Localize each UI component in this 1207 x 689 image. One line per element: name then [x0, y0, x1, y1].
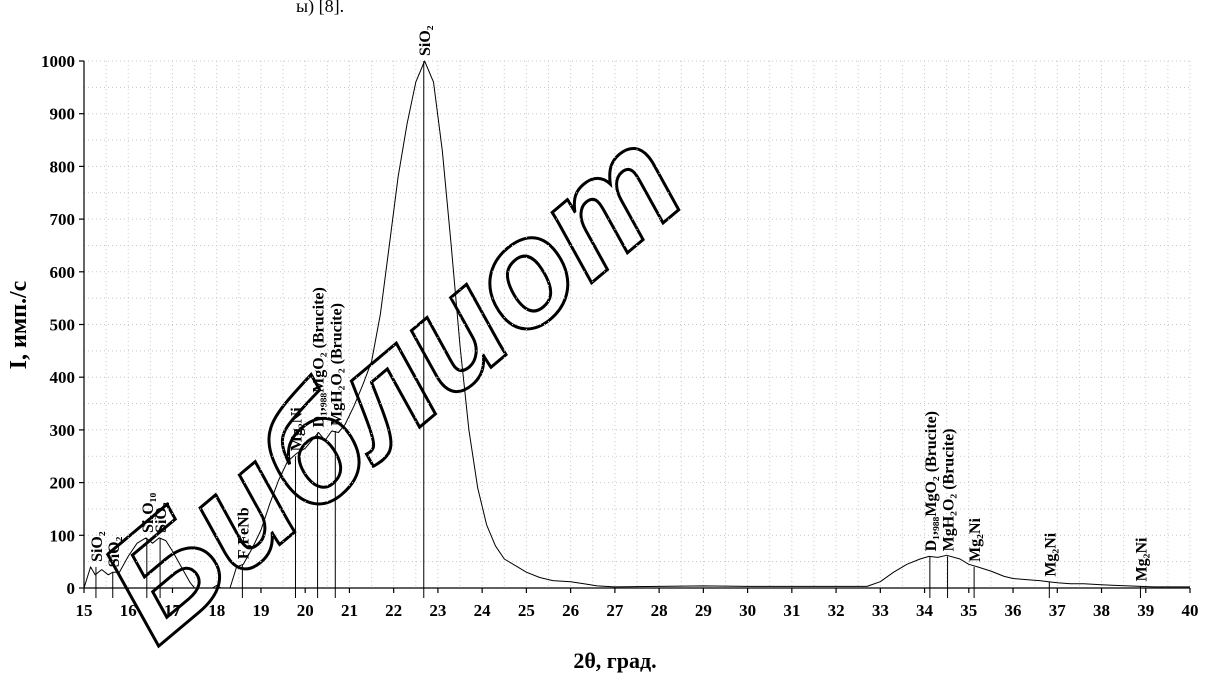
x-tick-label: 20: [297, 601, 314, 620]
grid: [83, 60, 1191, 589]
x-tick-label: 35: [960, 601, 977, 620]
y-tick-label: 600: [50, 263, 76, 282]
series-layer: [83, 60, 1190, 589]
x-tick-label: 27: [606, 601, 624, 620]
x-tick-label: 40: [1182, 601, 1199, 620]
x-tick-label: 28: [651, 601, 668, 620]
peak-label: SiO₂: [106, 536, 123, 567]
header-fragment: ы) [8].: [296, 0, 344, 17]
x-tick-label: 31: [783, 601, 800, 620]
watermark: Библиот: [69, 95, 712, 673]
peak-label: SiO₂: [89, 531, 106, 562]
x-tick-label: 29: [695, 601, 712, 620]
x-tick-label: 17: [164, 601, 182, 620]
peak-label: D₁,₉₈₈MgO₂ (Brucite): [923, 411, 940, 551]
y-tick-label: 400: [50, 368, 76, 387]
x-tick-label: 23: [429, 601, 446, 620]
y-tick-label: 100: [50, 526, 76, 545]
x-tick-label: 36: [1005, 601, 1022, 620]
x-tick-label: 25: [518, 601, 535, 620]
x-tick-label: 18: [208, 601, 225, 620]
peak-label: F₆FeNb: [235, 507, 252, 559]
y-tick-label: 300: [50, 421, 76, 440]
y-tick-label: 800: [50, 157, 76, 176]
peak-label: SiO₂: [417, 25, 434, 56]
peak-label: Mg₂Ni: [1133, 537, 1150, 581]
series-line-0: [83, 60, 1190, 589]
peak-label: MgH₂O₂ (Brucite): [941, 428, 958, 551]
peak-label: Mg₂Ni: [288, 407, 305, 451]
peak-label: MgH₂O₂ (Brucite): [328, 303, 345, 426]
x-tick-label: 26: [562, 601, 579, 620]
x-tick-label: 37: [1049, 601, 1067, 620]
y-tick-label: 500: [50, 316, 76, 335]
x-tick-label: 16: [120, 601, 137, 620]
peak-label: Mg₂Ni: [1042, 532, 1059, 576]
y-tick-label: 900: [50, 105, 76, 124]
y-tick-label: 1000: [41, 52, 75, 71]
x-tick-label: 19: [252, 601, 269, 620]
x-tick-label: 34: [916, 601, 934, 620]
x-tick-label: 15: [76, 601, 93, 620]
x-tick-label: 33: [872, 601, 889, 620]
y-tick-label: 700: [50, 210, 76, 229]
y-tick-label: 0: [67, 579, 76, 598]
x-tick-label: 32: [828, 601, 845, 620]
x-tick-label: 24: [474, 601, 492, 620]
peak-label: Si₅O₁₀: [140, 493, 157, 533]
x-tick-label: 21: [341, 601, 358, 620]
x-tick-label: 30: [739, 601, 756, 620]
peak-label: Mg₂Ni: [967, 517, 984, 561]
x-tick-label: 39: [1137, 601, 1154, 620]
y-axis-label: I, имп./с: [6, 280, 32, 369]
peak-label: D₁,₉₈₈MgO₂ (Brucite): [311, 287, 328, 427]
x-axis-label: 2θ, град.: [573, 648, 656, 673]
x-tick-label: 22: [385, 601, 402, 620]
axes: 0 100 200 300 400 500 600 700 800 900 1000 15 16 17 18…: [41, 52, 1199, 620]
y-tick-label: 200: [50, 474, 76, 493]
x-tick-label: 38: [1093, 601, 1110, 620]
peak-label: SiO₂: [153, 502, 170, 533]
